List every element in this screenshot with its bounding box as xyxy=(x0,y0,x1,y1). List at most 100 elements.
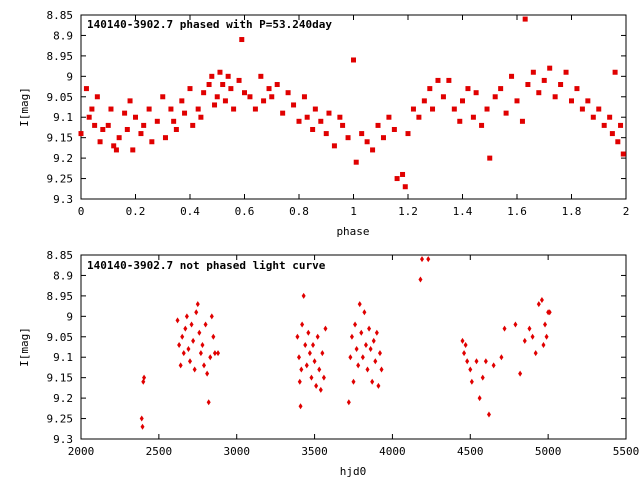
x-tick-label: 0.2 xyxy=(126,205,146,218)
data-point xyxy=(544,333,549,340)
data-point xyxy=(301,94,307,100)
y-tick-label: 9.25 xyxy=(47,413,74,426)
y-tick-label: 9.1 xyxy=(53,111,73,124)
data-point xyxy=(418,276,423,283)
data-point xyxy=(484,106,490,112)
y-tick-label: 8.85 xyxy=(47,9,74,22)
data-point xyxy=(113,147,119,153)
x-tick-label: 2 xyxy=(623,205,630,218)
data-point xyxy=(160,94,166,100)
data-point xyxy=(483,358,488,365)
data-point xyxy=(116,135,122,141)
data-point xyxy=(410,106,416,112)
data-point xyxy=(394,176,400,182)
data-point xyxy=(201,90,207,96)
data-point xyxy=(615,139,621,145)
y-tick-label: 8.9 xyxy=(53,29,73,42)
y-tick-label: 8.85 xyxy=(47,249,74,262)
data-point xyxy=(373,358,378,365)
y-tick-label: 9.05 xyxy=(47,331,74,344)
data-point xyxy=(139,415,144,422)
data-point xyxy=(239,37,245,43)
data-point xyxy=(175,317,180,324)
data-point xyxy=(187,86,193,92)
data-point xyxy=(183,325,188,332)
data-point xyxy=(380,135,386,141)
data-point xyxy=(345,135,351,141)
data-point xyxy=(400,171,406,177)
data-point xyxy=(318,386,323,393)
data-point xyxy=(609,131,615,137)
data-point xyxy=(266,86,272,92)
data-point xyxy=(228,86,234,92)
data-point xyxy=(212,102,218,108)
data-point xyxy=(477,395,482,402)
data-point xyxy=(365,366,370,373)
data-point xyxy=(465,358,470,365)
data-point xyxy=(179,98,185,104)
data-point xyxy=(323,131,329,137)
data-point xyxy=(371,337,376,344)
data-point xyxy=(304,362,309,369)
data-point xyxy=(492,94,498,100)
data-point xyxy=(195,301,200,308)
y-tick-label: 9.3 xyxy=(53,193,73,206)
data-point xyxy=(191,337,196,344)
data-point xyxy=(552,94,558,100)
data-point xyxy=(379,366,384,373)
data-point xyxy=(530,69,536,75)
data-point xyxy=(367,325,372,332)
x-tick-label: 2000 xyxy=(68,445,95,458)
data-point xyxy=(209,313,214,320)
data-point xyxy=(377,350,382,357)
data-point xyxy=(351,57,356,63)
data-point xyxy=(312,106,318,112)
data-point xyxy=(258,73,264,79)
data-point xyxy=(168,106,174,112)
data-point xyxy=(426,256,431,263)
data-point xyxy=(297,354,301,361)
data-point xyxy=(220,82,226,88)
data-point xyxy=(142,374,147,381)
data-point xyxy=(86,114,92,120)
data-point xyxy=(359,329,364,336)
data-point xyxy=(252,106,258,112)
data-point xyxy=(317,366,322,373)
data-point xyxy=(206,82,212,88)
data-point xyxy=(498,86,504,92)
data-point xyxy=(133,114,138,120)
data-point xyxy=(222,98,228,104)
data-point xyxy=(360,354,365,361)
data-point xyxy=(217,69,223,75)
data-point xyxy=(473,90,479,96)
data-point xyxy=(304,114,310,120)
data-point xyxy=(295,333,300,340)
data-point xyxy=(502,325,507,332)
data-point xyxy=(354,346,359,353)
data-point xyxy=(173,126,179,132)
data-point xyxy=(326,110,332,116)
data-point xyxy=(536,90,542,96)
data-point xyxy=(547,309,552,316)
y-tick-labels: 8.85 8.9 8.95 9 9.05 9.1 9.15 9.2 9.25 9.3 xyxy=(47,249,626,446)
x-tick-label: 1.6 xyxy=(507,205,527,218)
data-point xyxy=(162,135,168,141)
data-point xyxy=(370,378,375,385)
x-tick-label: 1.4 xyxy=(453,205,473,218)
x-tick-label: 0.8 xyxy=(289,205,309,218)
x-tick-label: 0.6 xyxy=(235,205,255,218)
data-point xyxy=(558,82,564,88)
data-point xyxy=(460,337,465,344)
phased-light-curve-panel: 0 0.2 0.4 0.6 0.8 1 1.2 1.4 1.6 1.8 2 8.85 8.9 8.95 9… xyxy=(18,9,629,238)
data-point xyxy=(522,337,527,344)
unphased-light-curve-panel: 2000 2500 3000 3500 4000 4500 5000 5500 8.85 8.9… xyxy=(18,249,639,478)
data-point xyxy=(299,366,304,373)
data-point xyxy=(364,139,370,145)
data-point xyxy=(349,333,354,340)
data-point xyxy=(269,94,275,100)
y-tick-label: 9 xyxy=(66,310,73,323)
data-point xyxy=(421,98,427,104)
y-tick-label: 9.3 xyxy=(53,433,73,446)
data-point xyxy=(312,358,317,365)
data-point xyxy=(536,301,541,308)
